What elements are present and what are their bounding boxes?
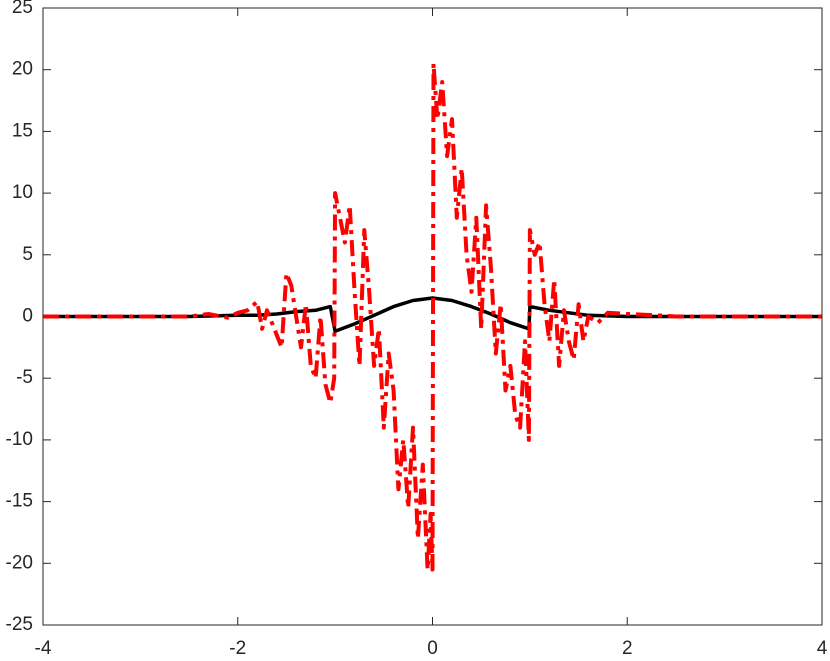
y-tick-label: 0 [22, 306, 33, 327]
y-tick-label: 25 [12, 0, 33, 18]
line-series [43, 61, 822, 572]
x-tick-label: -4 [35, 638, 52, 659]
y-tick-label: -25 [6, 614, 33, 635]
x-tick-label: 2 [622, 638, 633, 659]
x-tick-label: 4 [817, 638, 828, 659]
axes-box [42, 7, 823, 626]
y-tick-label: 15 [12, 120, 33, 141]
y-tick-label: 5 [22, 244, 33, 265]
y-tick-label: -10 [6, 429, 33, 450]
y-tick-label: 20 [12, 59, 33, 80]
x-tick-label: 0 [427, 638, 438, 659]
y-tick-label: -15 [6, 491, 33, 512]
y-tick-label: -20 [6, 552, 33, 573]
x-tick-label: -2 [229, 638, 246, 659]
y-tick-label: -5 [16, 367, 33, 388]
y-tick-label: 10 [12, 182, 33, 203]
